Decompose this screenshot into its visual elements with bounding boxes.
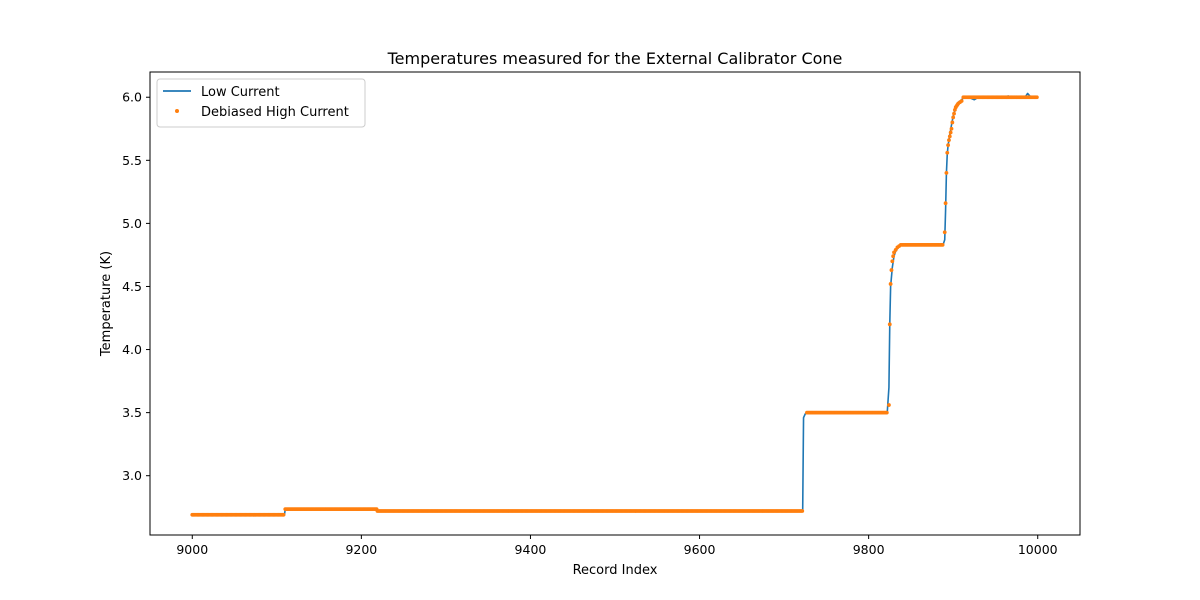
data-point bbox=[1034, 95, 1039, 100]
y-tick-label: 6.0 bbox=[122, 90, 142, 105]
y-tick-label: 4.0 bbox=[122, 342, 142, 357]
data-point bbox=[948, 130, 953, 135]
series-points-debiased-high-current bbox=[190, 95, 1039, 517]
data-point bbox=[897, 244, 901, 249]
data-point bbox=[887, 403, 891, 407]
data-point bbox=[949, 126, 954, 131]
x-axis: 9000 9200 9400 9600 9800 10000 bbox=[176, 535, 1058, 557]
data-point bbox=[951, 115, 956, 120]
data-point bbox=[281, 512, 286, 517]
x-axis-label: Record Index bbox=[573, 563, 658, 578]
x-tick-label: 10000 bbox=[1018, 542, 1058, 557]
data-point bbox=[891, 254, 896, 259]
y-tick-label: 5.5 bbox=[122, 153, 142, 168]
data-point bbox=[889, 268, 894, 272]
x-tick-label: 9800 bbox=[853, 542, 885, 557]
data-point bbox=[943, 201, 948, 206]
data-point bbox=[940, 242, 945, 247]
data-point bbox=[942, 230, 947, 235]
data-point bbox=[884, 410, 889, 415]
y-tick-label: 5.0 bbox=[122, 216, 142, 231]
y-tick-label: 3.0 bbox=[122, 468, 142, 483]
y-tick-label: 4.5 bbox=[122, 279, 142, 294]
data-point bbox=[947, 138, 951, 143]
legend-label-low-current: Low Current bbox=[201, 85, 280, 100]
data-point bbox=[946, 143, 951, 148]
x-tick-label: 9400 bbox=[515, 542, 547, 557]
data-point bbox=[959, 99, 964, 103]
legend-box bbox=[156, 78, 366, 128]
data-point bbox=[950, 120, 955, 125]
legend-dot-swatch bbox=[175, 109, 179, 113]
legend: Low Current Debiased High Current bbox=[156, 78, 366, 128]
data-point bbox=[890, 259, 895, 264]
x-tick-label: 9000 bbox=[176, 542, 208, 557]
data-point bbox=[952, 111, 956, 116]
chart-title: Temperatures measured for the External C… bbox=[387, 49, 843, 68]
y-axis-label: Temperature (K) bbox=[99, 251, 114, 357]
data-point bbox=[888, 282, 893, 286]
x-tick-label: 9600 bbox=[684, 542, 716, 557]
plot-frame bbox=[149, 71, 1081, 536]
data-point bbox=[944, 171, 949, 175]
x-tick-label: 9200 bbox=[345, 542, 377, 557]
legend-label-debiased-high-current: Debiased High Current bbox=[201, 105, 349, 120]
y-axis: 3.0 3.5 4.0 4.5 5.0 5.5 6.0 bbox=[122, 90, 150, 483]
data-point bbox=[945, 150, 950, 155]
data-point bbox=[887, 322, 892, 327]
y-tick-label: 3.5 bbox=[122, 405, 142, 420]
plot-area bbox=[190, 92, 1039, 517]
data-point bbox=[947, 134, 952, 139]
data-point bbox=[800, 509, 805, 513]
